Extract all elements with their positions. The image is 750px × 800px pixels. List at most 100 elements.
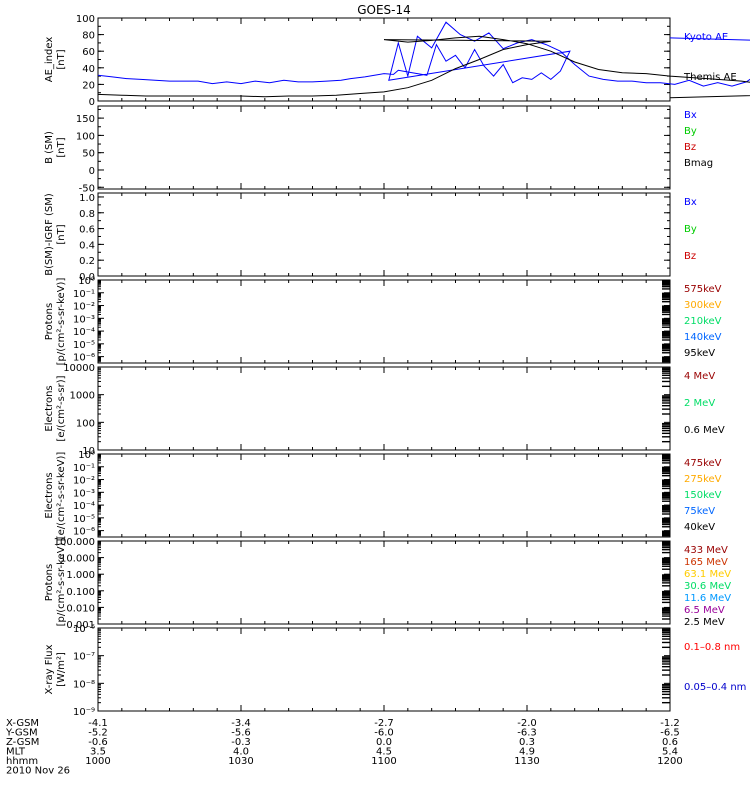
y-tick-label: 10⁻⁶ xyxy=(73,624,95,635)
y-tick-label: 100 xyxy=(76,14,95,25)
legend-entry: 4 MeV xyxy=(684,371,715,382)
panel-ae: 0 20 40 60 80 100 AE_index [nT] Kyoto AE Themis A… xyxy=(44,14,750,108)
legend-entry: 0.1–0.8 nm xyxy=(684,642,740,653)
x-row-label: Z-GSM xyxy=(6,737,39,748)
x-row-value: -6.0 xyxy=(374,728,394,739)
x-row-value: -4.1 xyxy=(88,718,108,729)
panel-frame xyxy=(97,105,671,190)
y-tick-label: 0.6 xyxy=(79,225,95,236)
x-row-value: 1030 xyxy=(228,756,253,767)
legend-entry: 0.05–0.4 nm xyxy=(684,682,746,693)
y-axis-unit: [W/m²] xyxy=(56,652,67,687)
y-tick-label: 10⁻¹ xyxy=(73,289,95,300)
legend-entry: 433 MeV xyxy=(684,545,728,556)
legend-entry: 6.5 MeV xyxy=(684,605,725,616)
y-axis-label: Electrons xyxy=(44,472,55,518)
legend-entry: Bz xyxy=(684,142,696,153)
y-tick-label: 0.010 xyxy=(66,603,95,614)
legend-entry: Bx xyxy=(684,197,697,208)
y-tick-label: 0 xyxy=(89,97,95,108)
legend-entry: 165 MeV xyxy=(684,557,728,568)
y-tick-label: 0.100 xyxy=(66,587,95,598)
y-tick-label: 0.4 xyxy=(79,240,95,251)
y-tick-label: 10⁻⁶ xyxy=(73,353,95,364)
x-row-value: 1000 xyxy=(85,756,110,767)
y-tick-label: 40 xyxy=(82,64,95,75)
legend-entry: Bz xyxy=(684,251,696,262)
series-line-themis-ae xyxy=(97,35,750,99)
legend-entry: 2.5 MeV xyxy=(684,617,725,628)
panel-frame xyxy=(97,540,671,625)
panel-frame xyxy=(97,192,671,277)
legend-entry: Bx xyxy=(684,110,697,121)
x-row-value: -5.2 xyxy=(88,728,108,739)
x-row-value: 1100 xyxy=(371,756,396,767)
y-tick-label: 20 xyxy=(82,80,95,91)
y-tick-label: 0.2 xyxy=(79,256,95,267)
y-axis-unit: [nT] xyxy=(56,224,67,244)
legend-entry: 275keV xyxy=(684,474,722,485)
x-row-value: -1.2 xyxy=(660,718,680,729)
x-row-value: -0.6 xyxy=(88,737,108,748)
panel-bdiff: 0.0 0.2 0.4 0.6 0.8 1.0 B(SM)-IGRF (SM) [nT] Bx B… xyxy=(44,192,697,283)
y-tick-label: 100.000 xyxy=(54,537,95,548)
y-tick-label: 1.000 xyxy=(66,570,95,581)
panel-frame xyxy=(97,279,671,364)
date-label: 2010 Nov 26 xyxy=(6,766,70,777)
x-row-label: X-GSM xyxy=(6,718,39,729)
legend-entry: 40keV xyxy=(684,522,715,533)
legend-entry: 150keV xyxy=(684,490,722,501)
panel-protons_keV: 10⁻⁶ 10⁻⁵ 10⁻⁴ 10⁻³10⁻² 10⁻¹ 10⁰ Protons [p/(cm… xyxy=(44,276,722,365)
chart-title: GOES-14 xyxy=(357,3,411,17)
legend-entry: 11.6 MeV xyxy=(684,593,731,604)
x-axis-table: X-GSM -4.1 -3.4 -2.7 -2.0 -1.2 Y-GSM -5.2 -5.6 -6… xyxy=(5,718,683,777)
panel-frame xyxy=(97,627,671,712)
y-axis-unit: [nT] xyxy=(56,49,67,69)
y-tick-label: 10⁻² xyxy=(73,476,95,487)
legend-entry: 0.6 MeV xyxy=(684,425,725,436)
x-row-value: -0.3 xyxy=(231,737,251,748)
y-tick-label: 10⁻¹ xyxy=(73,463,95,474)
x-row-value: 0.3 xyxy=(519,737,535,748)
panel-frame xyxy=(97,366,671,451)
y-tick-label: 10⁻⁷ xyxy=(73,652,95,663)
x-row-value: 0.6 xyxy=(662,737,678,748)
panel-frame xyxy=(97,17,671,102)
y-tick-label: 100 xyxy=(76,131,95,142)
panel-electrons_MeV: 10 100 1000 10000 Electrons [e/(cm²-s-sr)] 4 M… xyxy=(44,363,725,457)
x-row-value: 4.5 xyxy=(376,747,392,758)
y-tick-label: 10⁻³ xyxy=(73,314,95,325)
y-tick-label: 10⁻⁸ xyxy=(73,679,95,690)
y-axis-label: B (SM) xyxy=(44,131,55,164)
legend-entry: 95keV xyxy=(684,348,715,359)
y-tick-label: 10000 xyxy=(63,363,95,374)
y-tick-label: 10⁻⁵ xyxy=(73,514,95,525)
y-axis-unit: [e/(cm²-s-sr-keV)] xyxy=(56,452,67,540)
panel-electrons_keV: 10⁻⁶ 10⁻⁵ 10⁻⁴ 10⁻³10⁻² 10⁻¹ 10⁰ Electrons [e/(… xyxy=(44,450,722,539)
y-tick-label: 10⁰ xyxy=(78,450,95,461)
legend-entry: 63.1 MeV xyxy=(684,569,731,580)
y-tick-label: 0 xyxy=(89,166,95,177)
x-row-value: 4.0 xyxy=(233,747,249,758)
x-row-value: 5.4 xyxy=(662,747,678,758)
legend-entry: 475keV xyxy=(684,458,722,469)
panel-bfield: -50 0 50 100 150 B (SM) [nT] Bx By Bz Bmag xyxy=(44,105,713,194)
x-row-label: MLT xyxy=(6,747,26,758)
y-tick-label: 10.000 xyxy=(60,554,95,565)
y-tick-label: 10⁻⁴ xyxy=(73,501,95,512)
y-tick-label: 10⁻⁶ xyxy=(73,527,95,538)
y-tick-label: 0.8 xyxy=(79,209,95,220)
x-row-value: -3.4 xyxy=(231,718,251,729)
x-row-value: 1200 xyxy=(657,756,682,767)
y-axis-label: Protons xyxy=(44,564,55,601)
x-row-value: 4.9 xyxy=(519,747,535,758)
y-axis-label: X-ray Flux xyxy=(44,644,55,694)
y-tick-label: 10⁻⁵ xyxy=(73,340,95,351)
x-row-value: 1130 xyxy=(514,756,539,767)
y-axis-unit: [p/(cm²-s-sr-keV)] xyxy=(56,278,67,366)
x-row-value: 3.5 xyxy=(90,747,106,758)
y-tick-label: 1.0 xyxy=(79,193,95,204)
y-tick-label: 0.0 xyxy=(79,272,95,283)
